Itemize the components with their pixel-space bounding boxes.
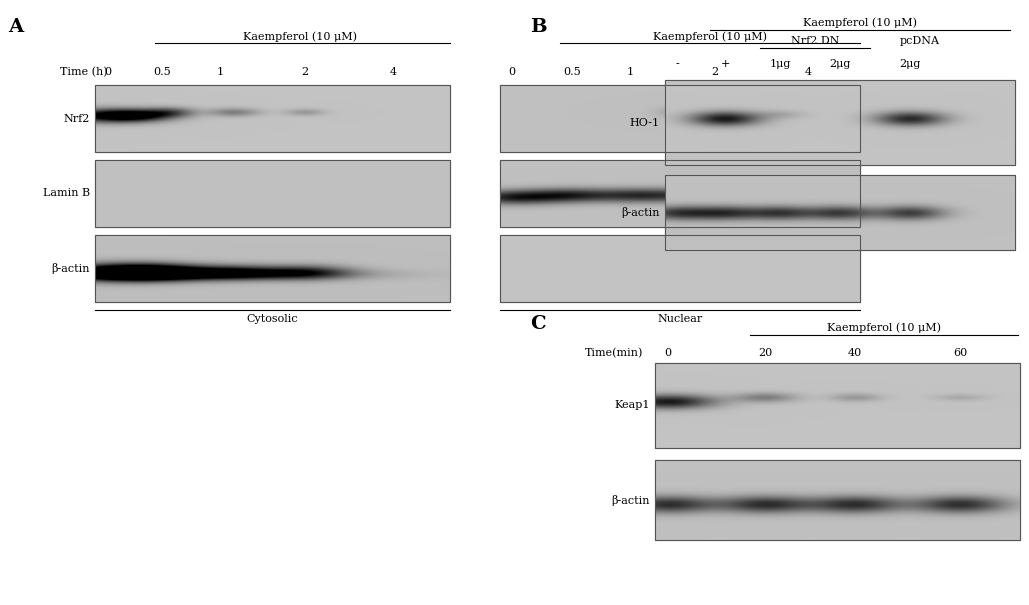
- Text: HO-1: HO-1: [630, 117, 660, 128]
- Text: 1μg: 1μg: [770, 59, 790, 69]
- Text: β-actin: β-actin: [622, 207, 660, 218]
- Bar: [665, 80, 1015, 165]
- Bar: [665, 175, 1015, 250]
- Text: 0: 0: [665, 348, 672, 358]
- Text: Kaempferol (10 μM): Kaempferol (10 μM): [243, 31, 357, 42]
- Text: C: C: [530, 315, 545, 333]
- Text: 60: 60: [953, 348, 967, 358]
- Bar: [665, 175, 1015, 250]
- Text: 2: 2: [301, 67, 309, 77]
- Bar: [500, 160, 860, 227]
- Text: Time(min): Time(min): [586, 348, 643, 358]
- Text: 1: 1: [627, 67, 634, 77]
- Text: Cytosolic: Cytosolic: [247, 314, 298, 324]
- Bar: [500, 85, 860, 152]
- Text: +: +: [720, 59, 730, 69]
- Bar: [95, 160, 450, 227]
- Text: -: -: [675, 59, 679, 69]
- Bar: [95, 160, 450, 227]
- Text: Kaempferol (10 μM): Kaempferol (10 μM): [827, 322, 941, 333]
- Text: 2μg: 2μg: [899, 59, 921, 69]
- Bar: [655, 363, 1020, 448]
- Text: Keap1: Keap1: [614, 401, 650, 411]
- Text: 2: 2: [711, 67, 718, 77]
- Text: A: A: [8, 18, 23, 36]
- Text: pcDNA: pcDNA: [900, 36, 941, 46]
- Bar: [500, 235, 860, 302]
- Text: Kaempferol (10 μM): Kaempferol (10 μM): [653, 31, 767, 42]
- Text: 4: 4: [805, 67, 812, 77]
- Text: Nuclear: Nuclear: [658, 314, 703, 324]
- Bar: [500, 160, 860, 227]
- Bar: [95, 85, 450, 152]
- Text: Nrf2: Nrf2: [64, 114, 90, 123]
- Text: β-actin: β-actin: [611, 494, 650, 506]
- Text: β-actin: β-actin: [51, 263, 90, 274]
- Text: 1: 1: [216, 67, 223, 77]
- Bar: [655, 460, 1020, 540]
- Text: 0.5: 0.5: [153, 67, 171, 77]
- Bar: [655, 363, 1020, 448]
- Text: B: B: [530, 18, 546, 36]
- Text: 20: 20: [758, 348, 772, 358]
- Text: Lamin B: Lamin B: [43, 189, 90, 198]
- Text: 0: 0: [508, 67, 516, 77]
- Bar: [665, 80, 1015, 165]
- Text: Time (h): Time (h): [60, 67, 108, 77]
- Text: 2μg: 2μg: [829, 59, 851, 69]
- Text: 40: 40: [848, 348, 862, 358]
- Bar: [95, 235, 450, 302]
- Bar: [655, 460, 1020, 540]
- Bar: [500, 85, 860, 152]
- Text: Nrf2 DN: Nrf2 DN: [790, 36, 840, 46]
- Bar: [500, 235, 860, 302]
- Bar: [95, 85, 450, 152]
- Text: 0.5: 0.5: [563, 67, 581, 77]
- Text: 4: 4: [389, 67, 396, 77]
- Text: 0: 0: [104, 67, 111, 77]
- Bar: [95, 235, 450, 302]
- Text: Kaempferol (10 μM): Kaempferol (10 μM): [803, 18, 917, 28]
